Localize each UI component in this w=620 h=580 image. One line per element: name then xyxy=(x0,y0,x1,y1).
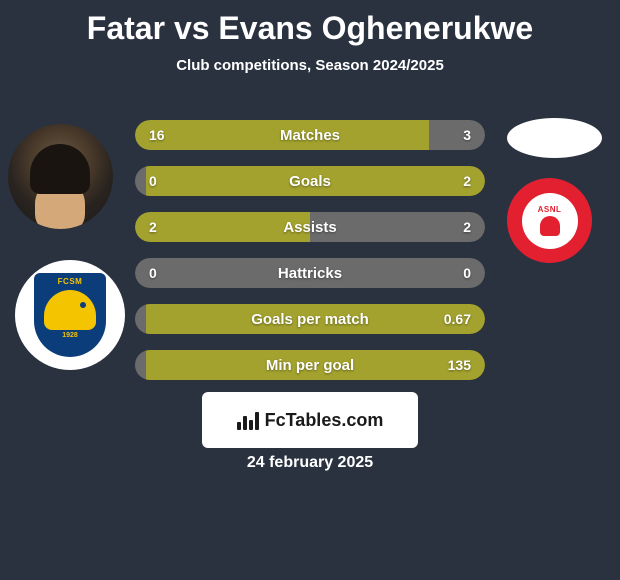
page-title: Fatar vs Evans Oghenerukwe xyxy=(0,0,620,47)
fctables-label: FcTables.com xyxy=(265,410,384,431)
thistle-icon xyxy=(540,216,560,236)
stat-value-right: 135 xyxy=(448,350,471,380)
club-badge-left: FCSM 1928 xyxy=(34,273,106,357)
chart-icon xyxy=(237,410,259,430)
stat-value-right: 3 xyxy=(463,120,471,150)
player-photo-right xyxy=(507,118,602,158)
stat-row: Goals0 2 xyxy=(135,166,485,196)
club-badge-left-text: FCSM xyxy=(58,277,83,286)
stat-label: Hattricks xyxy=(135,258,485,288)
lion-icon xyxy=(44,290,96,330)
date: 24 february 2025 xyxy=(0,454,620,472)
player-photo-left xyxy=(8,124,113,229)
stat-value-right: 0.67 xyxy=(444,304,471,334)
stat-value-left: 0 xyxy=(149,258,157,288)
club-badge-right-text: ASNL xyxy=(538,205,562,214)
stat-label: Matches xyxy=(135,120,485,150)
stat-value-left: 16 xyxy=(149,120,165,150)
club-logo-left: FCSM 1928 xyxy=(15,260,125,370)
stat-row: Assists2 2 xyxy=(135,212,485,242)
stat-row: Goals per match0.67 xyxy=(135,304,485,334)
stat-label: Min per goal xyxy=(135,350,485,380)
stat-label: Assists xyxy=(135,212,485,242)
stat-value-left: 2 xyxy=(149,212,157,242)
stat-value-right: 2 xyxy=(463,212,471,242)
stat-row: Hattricks0 0 xyxy=(135,258,485,288)
stat-value-right: 2 xyxy=(463,166,471,196)
club-badge-right: ASNL xyxy=(522,193,578,249)
stats-area: Matches163Goals02Assists22Hattricks00Goa… xyxy=(135,120,485,396)
club-badge-left-year: 1928 xyxy=(62,332,78,339)
stat-row: Matches16 3 xyxy=(135,120,485,150)
fctables-watermark: FcTables.com xyxy=(202,392,418,448)
stat-value-left: 0 xyxy=(149,166,157,196)
stat-label: Goals per match xyxy=(135,304,485,334)
stat-row: Min per goal135 xyxy=(135,350,485,380)
club-logo-right: ASNL xyxy=(507,178,592,263)
subtitle: Club competitions, Season 2024/2025 xyxy=(0,57,620,74)
stat-label: Goals xyxy=(135,166,485,196)
stat-value-right: 0 xyxy=(463,258,471,288)
